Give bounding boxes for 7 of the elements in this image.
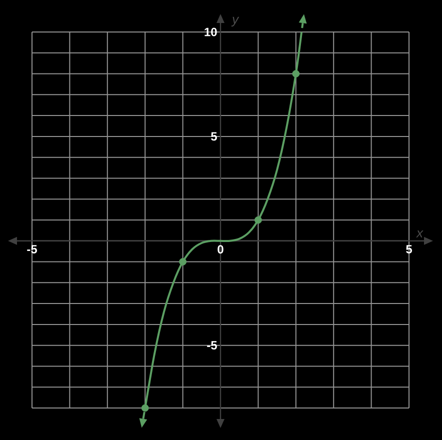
y-axis-title: y [231,16,240,26]
point [179,258,186,266]
x-axis-title: x [416,230,424,238]
x-tick-label: 0 [218,245,224,254]
point [141,404,149,412]
point [254,216,262,224]
point [292,70,300,78]
